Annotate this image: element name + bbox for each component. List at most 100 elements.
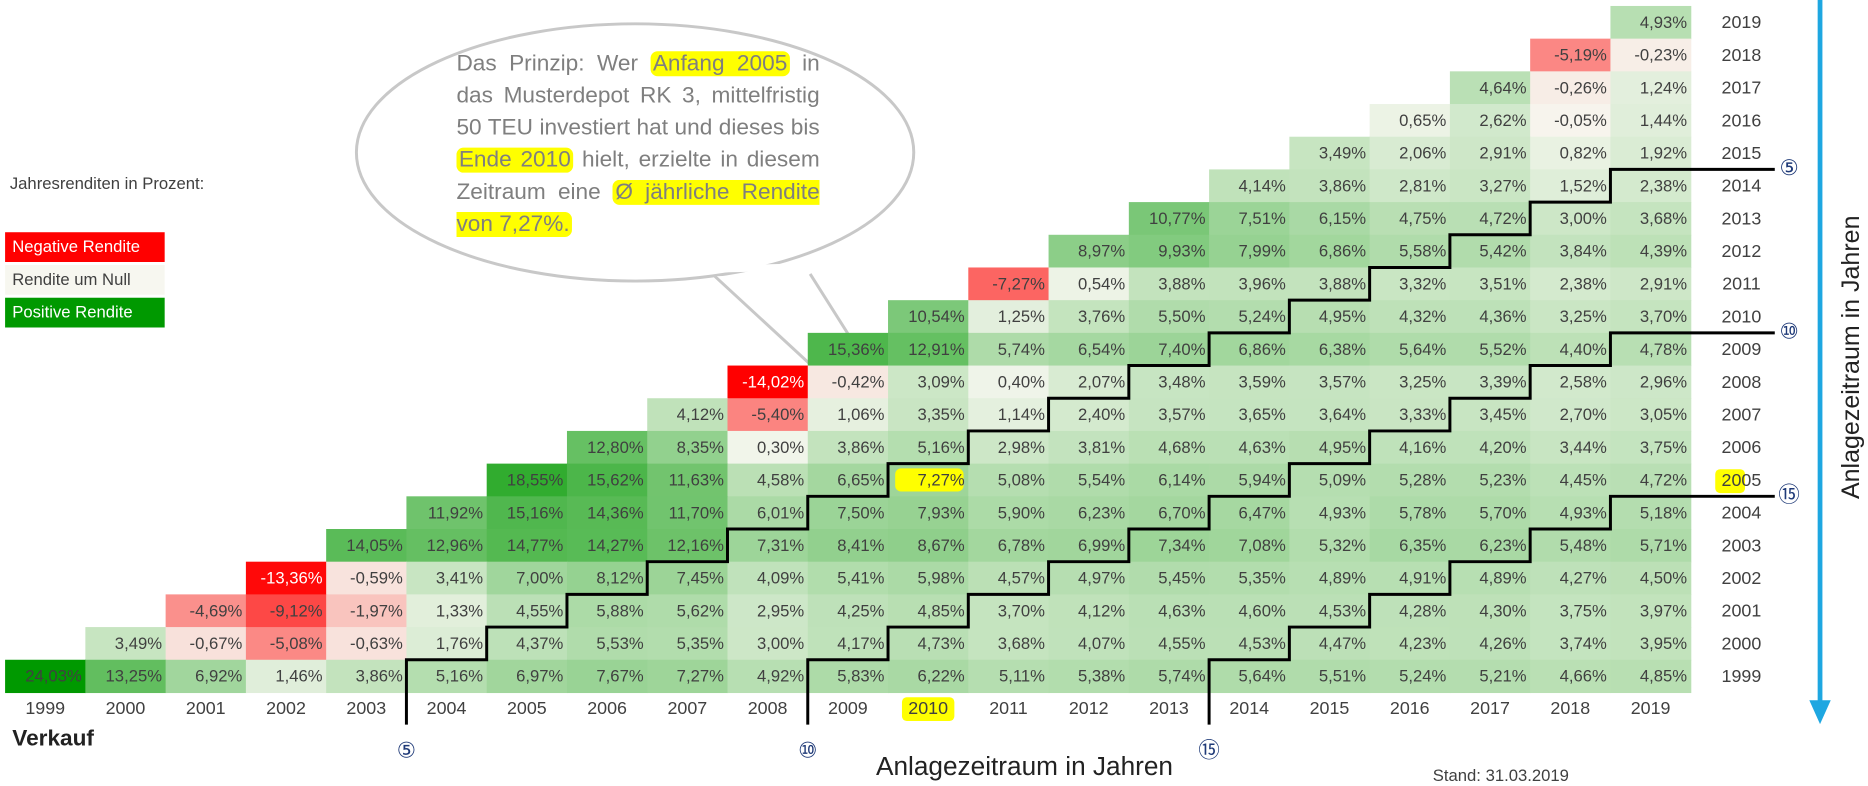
row-label: 2011 [1722, 274, 1760, 294]
cell-label: 14,77% [507, 536, 564, 555]
cell [888, 529, 969, 563]
cell [1610, 136, 1692, 171]
cell [1128, 496, 1210, 530]
cell-label: 4,60% [1239, 601, 1286, 620]
cell [1449, 365, 1531, 399]
cell [1530, 529, 1612, 563]
cell-label: 4,23% [1399, 634, 1446, 653]
x-tick-label: 2009 [828, 698, 868, 718]
cell [1369, 136, 1451, 171]
cell [1209, 463, 1290, 497]
cell [1128, 659, 1210, 694]
cell-label: 7,40% [1158, 340, 1205, 359]
cell [1610, 594, 1692, 628]
cell-label: 12,80% [587, 438, 644, 457]
cell-label: 4,32% [1399, 307, 1446, 326]
cell-label: 6,65% [837, 471, 884, 490]
holding-period-line [1207, 494, 1775, 725]
cell-label: 5,08% [998, 471, 1045, 490]
cell-label: 3,33% [1399, 405, 1446, 424]
cell-label: 5,71% [1640, 536, 1687, 555]
cell-label: 5,74% [1158, 667, 1205, 686]
cell-label: 3,75% [1640, 438, 1687, 457]
cell-label: 4,89% [1479, 569, 1526, 588]
cell-label: 4,40% [1560, 340, 1607, 359]
cell-label: 6,70% [1158, 503, 1205, 522]
cell [406, 496, 488, 530]
cell [1128, 561, 1210, 595]
cell [647, 561, 729, 595]
cell [968, 659, 1050, 694]
cell [1369, 430, 1451, 465]
cell [1530, 332, 1612, 367]
cell-label: 4,68% [1158, 438, 1205, 457]
cell [1369, 594, 1451, 628]
cell [1369, 365, 1451, 399]
cell-label: 3,25% [1399, 372, 1446, 391]
cell [1289, 136, 1371, 171]
cell [1209, 529, 1290, 563]
cell-label: 1,06% [837, 405, 884, 424]
cell [807, 365, 889, 399]
cell [1048, 398, 1130, 432]
cell-label: 15,16% [507, 503, 564, 522]
cell [647, 430, 729, 465]
cell [1610, 463, 1692, 497]
x-tick-label: 2012 [1069, 698, 1109, 718]
cell-label: 6,38% [1319, 340, 1366, 359]
x-tick-label: 2008 [748, 698, 788, 718]
cell [1610, 234, 1692, 269]
cell [807, 398, 889, 432]
cell-label: 4,78% [1640, 340, 1687, 359]
cell [807, 496, 889, 530]
cell [1610, 169, 1692, 203]
row-label: 2019 [1722, 12, 1762, 32]
cell [1369, 234, 1451, 269]
cell [727, 529, 809, 563]
cell-label: 3,09% [917, 372, 964, 391]
cell [1209, 398, 1290, 432]
row-label: 2009 [1722, 339, 1762, 359]
cell-label: 3,88% [1158, 274, 1205, 293]
cell-label: 4,14% [1239, 176, 1286, 195]
x-tick-label: 2004 [427, 698, 467, 718]
cell [85, 659, 167, 694]
cell [1209, 365, 1290, 399]
cell [727, 496, 809, 530]
cell [1449, 627, 1531, 661]
cell [1289, 202, 1371, 236]
cell-label: 3,97% [1640, 601, 1687, 620]
row-label: 2014 [1722, 176, 1762, 196]
cell-label: 7,34% [1158, 536, 1205, 555]
x-tick-label: 2000 [106, 698, 146, 718]
holding-period-line [806, 331, 1775, 725]
holding-period-label: ⑤ [397, 739, 416, 763]
cell [888, 300, 969, 334]
holding-period-label: ⑮ [1778, 483, 1799, 507]
cell-label: 3,76% [1078, 307, 1125, 326]
cell-label: 4,58% [757, 471, 804, 490]
cell-label: 4,75% [1399, 209, 1446, 228]
row-label: 2018 [1722, 45, 1762, 65]
cell-label: 3,70% [1640, 307, 1687, 326]
cell-label: 3,57% [1158, 405, 1205, 424]
cell [727, 365, 809, 399]
cell-label: 7,93% [917, 503, 964, 522]
cell-label: 0,40% [998, 372, 1045, 391]
cell-label: 3,59% [1239, 372, 1286, 391]
cell-label: 3,05% [1640, 405, 1687, 424]
cell-label: 5,45% [1158, 569, 1205, 588]
cell [1209, 267, 1290, 301]
cell-label: 0,30% [757, 438, 804, 457]
cell [1369, 627, 1451, 661]
cell [1369, 529, 1451, 563]
cell-label: 4,72% [1479, 209, 1526, 228]
callout: Das Prinzip: Wer Anfang 2005 in das Must… [456, 51, 820, 237]
cell [1289, 234, 1371, 269]
cell [647, 496, 729, 530]
cell [165, 627, 247, 661]
cell-label: 1,44% [1640, 111, 1687, 130]
cell [566, 430, 648, 465]
callout-segment: Das Prinzip: Wer [456, 51, 651, 77]
